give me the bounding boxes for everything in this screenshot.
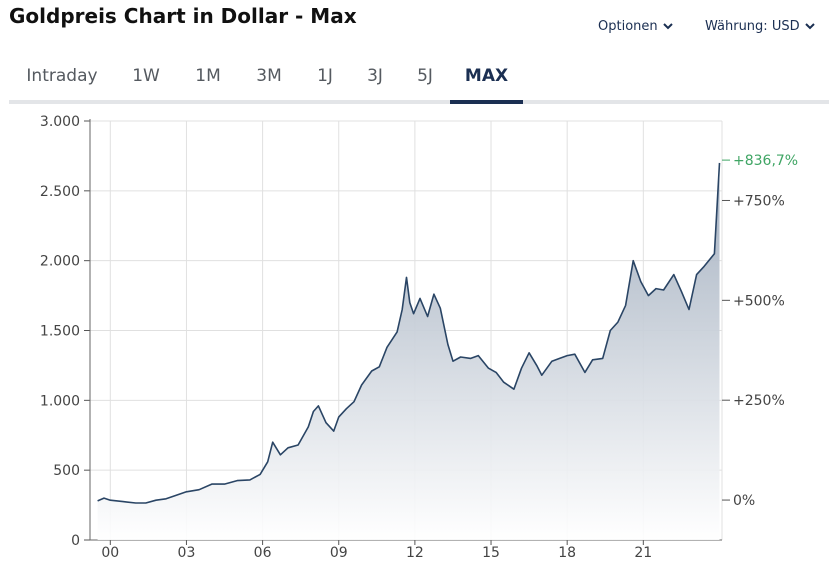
options-label: Optionen <box>598 18 658 34</box>
right-axis-label: 0% <box>733 493 755 509</box>
tab-1j[interactable]: 1J <box>317 66 333 86</box>
tab-3j[interactable]: 3J <box>367 66 383 86</box>
right-axis-label: +500% <box>733 293 785 309</box>
price-line <box>97 162 721 504</box>
tab-intraday[interactable]: Intraday <box>26 66 98 86</box>
x-tick-label: 21 <box>634 545 652 561</box>
x-tick-label: 06 <box>254 545 272 561</box>
price-area <box>97 162 720 540</box>
tab-max[interactable]: MAX <box>450 52 523 104</box>
y-tick-label: 1.500 <box>40 324 80 340</box>
change-label: +836,7% <box>733 153 798 169</box>
y-tick-label: 2.000 <box>40 254 80 270</box>
y-tick-label: 2.500 <box>40 184 80 200</box>
y-tick-label: 1.000 <box>40 393 80 409</box>
tab-1w[interactable]: 1W <box>132 66 160 86</box>
y-tick-label: 0 <box>71 533 80 549</box>
x-tick-label: 00 <box>101 545 119 561</box>
chevron-down-icon <box>804 22 815 29</box>
chevron-down-icon <box>662 22 673 29</box>
timeframe-tabs: Intraday 1W 1M 3M 1J 3J 5J MAX <box>9 52 829 104</box>
x-tick-label: 18 <box>558 545 576 561</box>
y-tick-label: 3.000 <box>40 114 80 130</box>
right-axis-label: +750% <box>733 193 785 209</box>
x-tick-label: 09 <box>330 545 348 561</box>
x-tick-label: 12 <box>406 545 424 561</box>
currency-dropdown[interactable]: Währung: USD <box>705 16 815 36</box>
x-tick-label: 15 <box>482 545 500 561</box>
y-tick-label: 500 <box>53 463 80 479</box>
tab-1m[interactable]: 1M <box>195 66 221 86</box>
currency-label: Währung: USD <box>705 18 800 34</box>
right-axis-label: +250% <box>733 393 785 409</box>
x-tick-label: 03 <box>178 545 196 561</box>
tab-3m[interactable]: 3M <box>256 66 282 86</box>
tab-5j[interactable]: 5J <box>417 66 433 86</box>
page-title: Goldpreis Chart in Dollar - Max <box>9 4 357 28</box>
options-dropdown[interactable]: Optionen <box>598 16 673 36</box>
